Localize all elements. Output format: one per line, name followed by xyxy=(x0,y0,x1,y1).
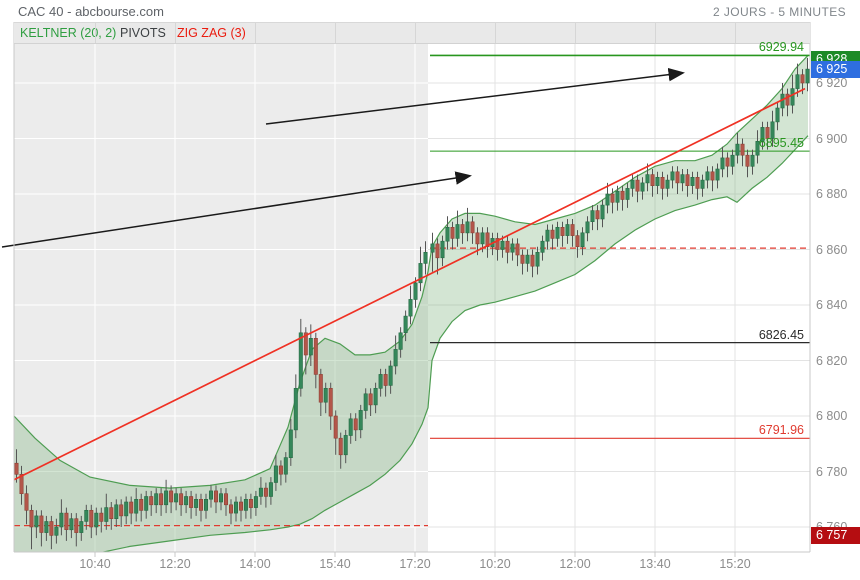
legend-separator xyxy=(415,23,416,43)
y-axis-label: 6 860 xyxy=(816,242,848,257)
indicator-legend-bar: KELTNER (20, 2) PIVOTS ZIG ZAG (3) xyxy=(14,22,810,44)
legend-separator xyxy=(95,23,96,43)
x-axis-label: 14:00 xyxy=(239,557,271,571)
pivot-lines xyxy=(14,54,810,527)
x-axis-label: 15:20 xyxy=(719,557,751,571)
last-price-box: 6 925 xyxy=(811,60,860,78)
candlesticks[interactable] xyxy=(14,58,810,550)
legend-pivots[interactable]: PIVOTS xyxy=(120,26,166,40)
legend-separator xyxy=(175,23,176,43)
legend-separator xyxy=(255,23,256,43)
keltner-channel xyxy=(14,54,809,552)
x-axis-label: 10:20 xyxy=(479,557,511,571)
x-axis-label: 15:40 xyxy=(319,557,351,571)
y-axis-label: 6 800 xyxy=(816,409,848,423)
legend-separator xyxy=(335,23,336,43)
legend-zigzag[interactable]: ZIG ZAG (3) xyxy=(177,26,246,40)
y-axis-label: 6 880 xyxy=(816,187,848,201)
x-axis-label: 13:40 xyxy=(639,557,671,571)
plot-border xyxy=(13,22,811,557)
x-axis-label: 17:20 xyxy=(399,557,431,571)
legend-separator xyxy=(735,23,736,43)
y-axis-label: 6 840 xyxy=(816,298,848,312)
legend-separator xyxy=(495,23,496,43)
legend-keltner[interactable]: KELTNER (20, 2) xyxy=(20,26,117,40)
y-axis-label: 6 920 xyxy=(816,76,848,90)
annotation-arrow[interactable] xyxy=(265,67,685,125)
legend-separator xyxy=(655,23,656,43)
pivot-level-label: 6826.45 xyxy=(758,327,804,342)
y-axis-label: 6 820 xyxy=(816,353,848,368)
x-axis-label: 12:00 xyxy=(559,557,591,571)
low-level-box: 6 757 xyxy=(811,526,860,544)
x-axis-label: 12:20 xyxy=(159,557,191,571)
x-axis-label: 10:40 xyxy=(79,557,111,571)
pivot-level-label: 6929.94 xyxy=(758,40,804,55)
session1-background xyxy=(14,44,428,552)
legend-separator xyxy=(575,23,576,43)
y-axis-label: 6 900 xyxy=(816,131,848,146)
gridlines xyxy=(14,44,810,552)
annotation-arrow[interactable] xyxy=(1,171,472,248)
pivot-level-label: 6895.45 xyxy=(758,136,804,151)
chart-title: CAC 40 - abcbourse.com xyxy=(18,4,164,19)
timeframe-label: 2 JOURS - 5 MINUTES xyxy=(713,5,846,19)
pivot-level-label: 6791.96 xyxy=(758,423,804,438)
y-axis-label: 6 780 xyxy=(816,464,848,479)
zigzag-line xyxy=(13,87,806,481)
